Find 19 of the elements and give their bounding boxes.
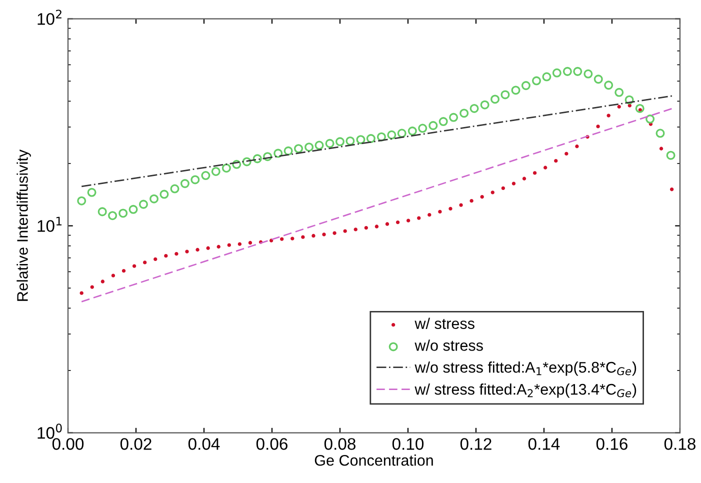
x-tick-label: 0.16 <box>596 438 628 450</box>
legend-label: w/o stress <box>414 340 483 351</box>
x-tick-label: 0.04 <box>188 438 220 450</box>
y-tick-label: 10$^{2}$ <box>38 10 62 25</box>
x-tick-label: 0.02 <box>120 438 152 450</box>
x-tick-label: 0.12 <box>460 438 492 450</box>
y-tick-label: 10$^{0}$ <box>38 424 62 439</box>
y-tick-label: 10$^{1}$ <box>38 216 62 232</box>
x-tick-label: 0.14 <box>528 438 560 450</box>
legend-label: w/o stress fitted:A$_{1}$*exp(5.8*C$_{Ge}$) <box>414 362 636 376</box>
x-tick-label: 0.06 <box>256 438 288 450</box>
x-tick-label: 0.00 <box>52 438 84 450</box>
x-tick-label: 0.18 <box>664 438 696 450</box>
x-axis-title: Ge Concentration <box>314 454 433 466</box>
x-tick-label: 0.10 <box>392 438 424 450</box>
x-tick-label: 0.08 <box>324 438 356 450</box>
legend-label: w/ stress fitted:A$_{2}$*exp(13.4*C$_{Ge}$) <box>414 384 636 398</box>
y-axis-title: Relative Interdiffusivity <box>16 150 31 301</box>
legend-label: w/ stress <box>414 318 474 329</box>
